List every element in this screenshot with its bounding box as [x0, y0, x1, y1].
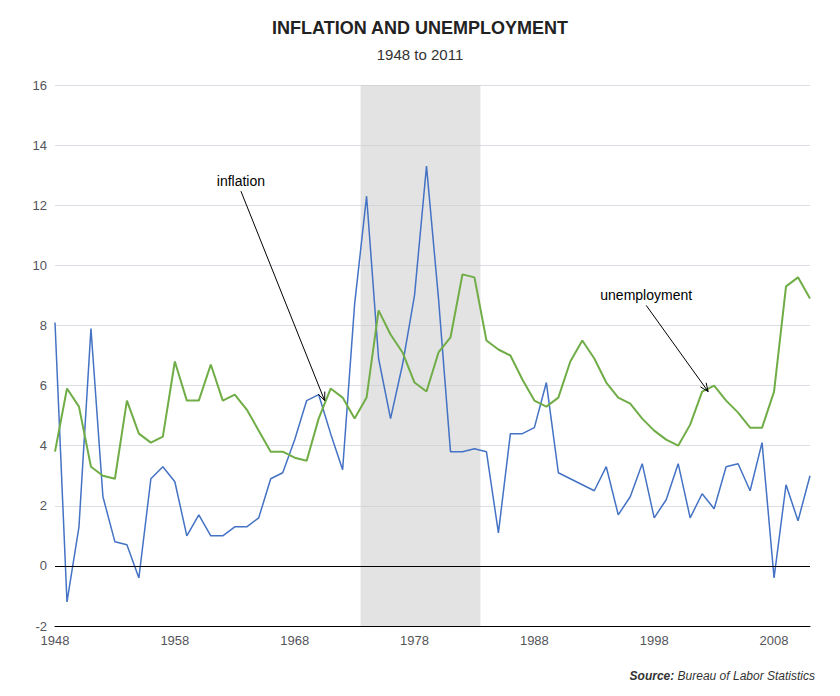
svg-text:-2: -2: [35, 619, 47, 634]
svg-text:1948 to 2011: 1948 to 2011: [377, 46, 463, 63]
svg-text:16: 16: [33, 78, 47, 93]
svg-text:8: 8: [40, 318, 47, 333]
svg-text:0: 0: [40, 558, 47, 573]
svg-text:Source:: Source:: [630, 669, 675, 683]
svg-text:12: 12: [33, 198, 47, 213]
svg-text:6: 6: [40, 378, 47, 393]
svg-text:1988: 1988: [520, 633, 549, 648]
svg-text:2008: 2008: [760, 633, 789, 648]
svg-text:1948: 1948: [41, 633, 70, 648]
svg-text:Bureau of Labor Statistics: Bureau of Labor Statistics: [674, 669, 815, 683]
svg-text:10: 10: [33, 258, 47, 273]
svg-text:4: 4: [40, 438, 47, 453]
svg-text:1998: 1998: [640, 633, 669, 648]
svg-text:inflation: inflation: [217, 173, 265, 189]
svg-text:1958: 1958: [160, 633, 189, 648]
svg-text:14: 14: [33, 138, 47, 153]
svg-text:1968: 1968: [280, 633, 309, 648]
svg-text:INFLATION AND UNEMPLOYMENT: INFLATION AND UNEMPLOYMENT: [272, 18, 568, 38]
svg-text:1978: 1978: [400, 633, 429, 648]
svg-text:unemployment: unemployment: [600, 287, 692, 303]
svg-text:2: 2: [40, 498, 47, 513]
